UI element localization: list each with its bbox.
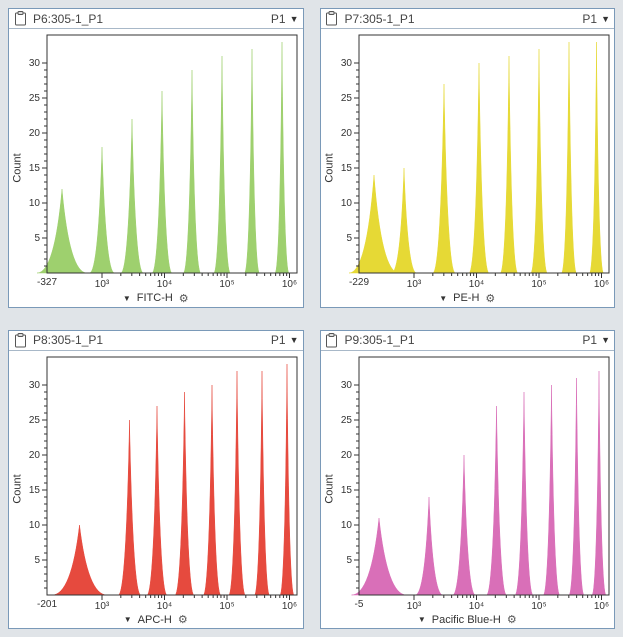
chevron-down-icon: ▼ (123, 294, 131, 303)
svg-text:20: 20 (29, 450, 41, 461)
x-axis-name: APC-H (138, 614, 172, 626)
svg-text:10³: 10³ (406, 601, 421, 612)
svg-text:25: 25 (29, 415, 41, 426)
svg-text:30: 30 (340, 58, 352, 69)
svg-text:20: 20 (29, 128, 41, 139)
plot-area: 5 10 15 20 25 30 -201 10³ 10⁴ 10⁵ 10⁶ Count ▼ APC-H ⚙ (9, 351, 303, 629)
svg-text:5: 5 (346, 555, 352, 566)
svg-text:10⁵: 10⁵ (531, 601, 546, 612)
plot-area: 5 10 15 20 25 30 -5 10³ 10⁴ 10⁵ 10⁶ Count ▼ Pacific … (321, 351, 615, 629)
svg-text:10⁵: 10⁵ (219, 279, 234, 290)
svg-text:10⁵: 10⁵ (531, 279, 546, 290)
population-label: P1 (582, 330, 597, 350)
histogram-panel-p7: P7:305-1_P1 P1 ▼ 5 10 15 20 25 30 -229 10³ 10⁴ 10… (320, 8, 616, 308)
gear-icon[interactable]: ⚙ (178, 613, 188, 626)
panel-title: P9:305-1_P1 (345, 330, 583, 350)
svg-text:20: 20 (340, 450, 352, 461)
plot-area: 5 10 15 20 25 30 -327 10³ 10⁴ 10⁵ 10⁶ Count ▼ FITC-H ⚙ (9, 29, 303, 307)
svg-text:-201: -201 (37, 599, 57, 610)
svg-text:25: 25 (340, 93, 352, 104)
population-label: P1 (582, 9, 597, 29)
chevron-down-icon: ▼ (439, 294, 447, 303)
svg-text:10: 10 (29, 520, 41, 531)
svg-text:30: 30 (29, 380, 41, 391)
svg-text:20: 20 (340, 128, 352, 139)
svg-text:10⁶: 10⁶ (282, 279, 297, 290)
y-axis-label: Count (12, 153, 24, 182)
svg-text:25: 25 (29, 93, 41, 104)
panel-header: P6:305-1_P1 P1 ▼ (9, 9, 303, 29)
dropdown-arrow-icon[interactable]: ▼ (290, 9, 299, 29)
clipboard-icon[interactable] (323, 10, 341, 28)
plot-area: 5 10 15 20 25 30 -229 10³ 10⁴ 10⁵ 10⁶ Count ▼ PE-H ⚙ (321, 29, 615, 307)
svg-text:-229: -229 (348, 277, 368, 288)
svg-text:5: 5 (34, 555, 40, 566)
panel-title: P7:305-1_P1 (345, 9, 583, 29)
histogram-panel-p8: P8:305-1_P1 P1 ▼ 5 10 15 20 25 30 -201 10³ 10⁴ 10… (8, 330, 304, 630)
panel-header: P7:305-1_P1 P1 ▼ (321, 9, 615, 29)
svg-text:10³: 10³ (95, 601, 110, 612)
svg-text:10⁶: 10⁶ (593, 601, 608, 612)
x-axis-name: Pacific Blue-H (432, 614, 501, 626)
panel-title: P8:305-1_P1 (33, 330, 271, 350)
svg-text:10⁴: 10⁴ (157, 601, 172, 612)
svg-text:15: 15 (340, 485, 352, 496)
clipboard-icon[interactable] (11, 10, 29, 28)
svg-text:10: 10 (340, 198, 352, 209)
svg-text:10⁶: 10⁶ (593, 279, 608, 290)
svg-text:10: 10 (29, 198, 41, 209)
x-axis-label[interactable]: ▼ PE-H ⚙ (439, 292, 495, 305)
x-axis-label[interactable]: ▼ Pacific Blue-H ⚙ (418, 613, 517, 626)
svg-text:10³: 10³ (95, 279, 110, 290)
x-axis-label[interactable]: ▼ FITC-H ⚙ (123, 292, 189, 305)
svg-text:-327: -327 (37, 277, 57, 288)
svg-text:15: 15 (29, 163, 41, 174)
y-axis-label: Count (323, 153, 335, 182)
svg-text:10⁴: 10⁴ (468, 279, 483, 290)
gear-icon[interactable]: ⚙ (179, 292, 189, 305)
svg-text:10³: 10³ (406, 279, 421, 290)
x-axis-label[interactable]: ▼ APC-H ⚙ (124, 613, 188, 626)
x-axis-name: PE-H (453, 292, 479, 304)
dropdown-arrow-icon[interactable]: ▼ (290, 330, 299, 350)
chevron-down-icon: ▼ (124, 615, 132, 624)
panel-title: P6:305-1_P1 (33, 9, 271, 29)
panel-grid: P6:305-1_P1 P1 ▼ 5 10 15 20 25 30 -327 10³ 10⁴ 10… (8, 8, 615, 629)
svg-text:25: 25 (340, 415, 352, 426)
histogram-panel-p9: P9:305-1_P1 P1 ▼ 5 10 15 20 25 30 -5 10³ 10⁴ 10⁵… (320, 330, 616, 630)
svg-text:-5: -5 (354, 599, 363, 610)
histogram-panel-p6: P6:305-1_P1 P1 ▼ 5 10 15 20 25 30 -327 10³ 10⁴ 10… (8, 8, 304, 308)
svg-text:10⁴: 10⁴ (157, 279, 172, 290)
svg-text:10⁴: 10⁴ (468, 601, 483, 612)
svg-text:30: 30 (340, 380, 352, 391)
panel-header: P9:305-1_P1 P1 ▼ (321, 331, 615, 351)
svg-text:10⁵: 10⁵ (219, 601, 234, 612)
svg-text:10⁶: 10⁶ (282, 601, 297, 612)
gear-icon[interactable]: ⚙ (485, 292, 495, 305)
gear-icon[interactable]: ⚙ (507, 613, 517, 626)
panel-header: P8:305-1_P1 P1 ▼ (9, 331, 303, 351)
population-label: P1 (271, 330, 286, 350)
clipboard-icon[interactable] (323, 331, 341, 349)
svg-text:15: 15 (29, 485, 41, 496)
x-axis-name: FITC-H (137, 292, 173, 304)
population-label: P1 (271, 9, 286, 29)
svg-text:5: 5 (346, 233, 352, 244)
clipboard-icon[interactable] (11, 331, 29, 349)
y-axis-label: Count (323, 475, 335, 504)
y-axis-label: Count (12, 475, 24, 504)
dropdown-arrow-icon[interactable]: ▼ (601, 9, 610, 29)
dropdown-arrow-icon[interactable]: ▼ (601, 330, 610, 350)
svg-text:30: 30 (29, 58, 41, 69)
svg-text:10: 10 (340, 520, 352, 531)
chevron-down-icon: ▼ (418, 615, 426, 624)
svg-text:15: 15 (340, 163, 352, 174)
svg-text:5: 5 (34, 233, 40, 244)
